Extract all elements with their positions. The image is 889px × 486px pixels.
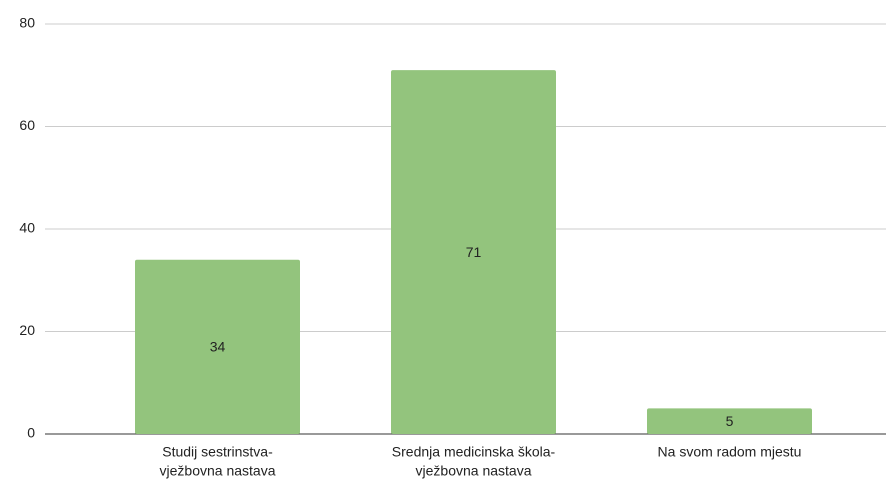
bar [135,259,300,434]
bar [647,408,812,434]
y-tick-label: 0 [27,425,35,441]
data-label: 34 [210,339,226,355]
y-tick-label: 60 [19,117,35,133]
data-label: 71 [466,244,482,260]
x-tick-label: vježbovna nastava [416,463,532,479]
y-tick-label: 40 [19,220,35,236]
y-tick-label: 20 [19,322,35,338]
x-tick-label: vježbovna nastava [160,463,276,479]
x-tick-label: Na svom radom mjestu [658,444,802,460]
x-tick-label: Srednja medicinska škola- [392,444,556,460]
y-tick-label: 80 [19,15,35,31]
x-tick-label: Studij sestrinstva- [162,444,273,460]
bar [391,70,556,434]
data-label: 5 [726,413,734,429]
